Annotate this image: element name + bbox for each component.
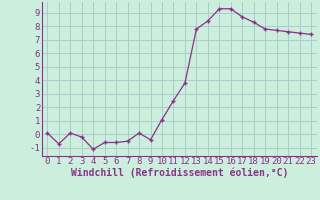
X-axis label: Windchill (Refroidissement éolien,°C): Windchill (Refroidissement éolien,°C): [70, 168, 288, 178]
